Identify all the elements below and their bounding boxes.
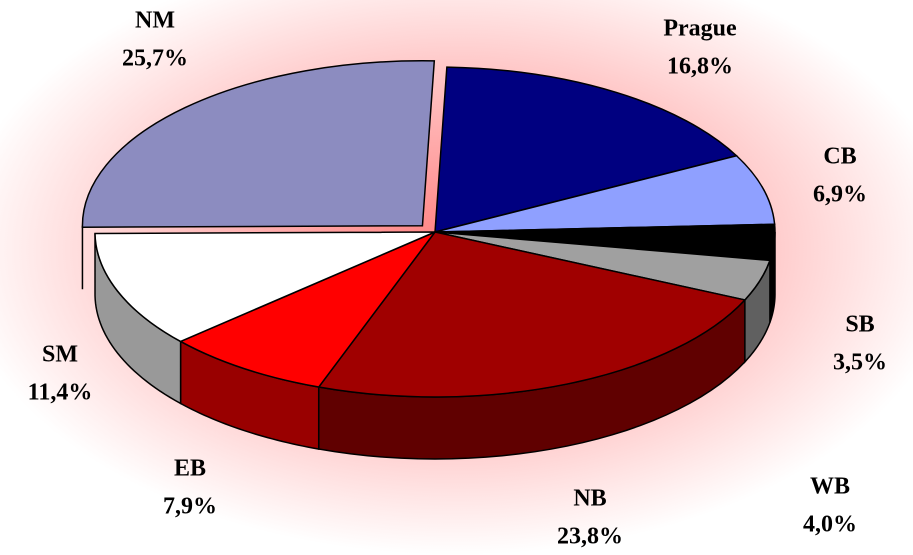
slice [81,60,436,228]
slice [178,230,438,388]
slice-value-label: 3,5% [833,350,887,376]
slice-value-label: 16,8% [667,54,733,80]
slice-value-label: 6,9% [813,182,867,208]
slice-label: NM [135,8,175,34]
slice-value-label: 23,8% [557,524,623,550]
slice-label: EB [174,456,206,482]
slice-label: WB [810,474,850,500]
slice-value-label: 25,7% [122,46,188,72]
slice-value-label: 7,9% [163,494,217,520]
slice [434,154,776,233]
slice [434,66,739,233]
slice-label: NB [573,486,606,512]
slice [317,231,747,398]
slice-label: Prague [663,16,737,42]
slice [94,231,436,343]
slice-label: SM [42,342,78,368]
slice-label: CB [823,144,856,170]
slice-value-label: 4,0% [803,512,857,538]
slice-value-label: 11,4% [28,380,93,406]
slice-label: SB [845,312,874,338]
